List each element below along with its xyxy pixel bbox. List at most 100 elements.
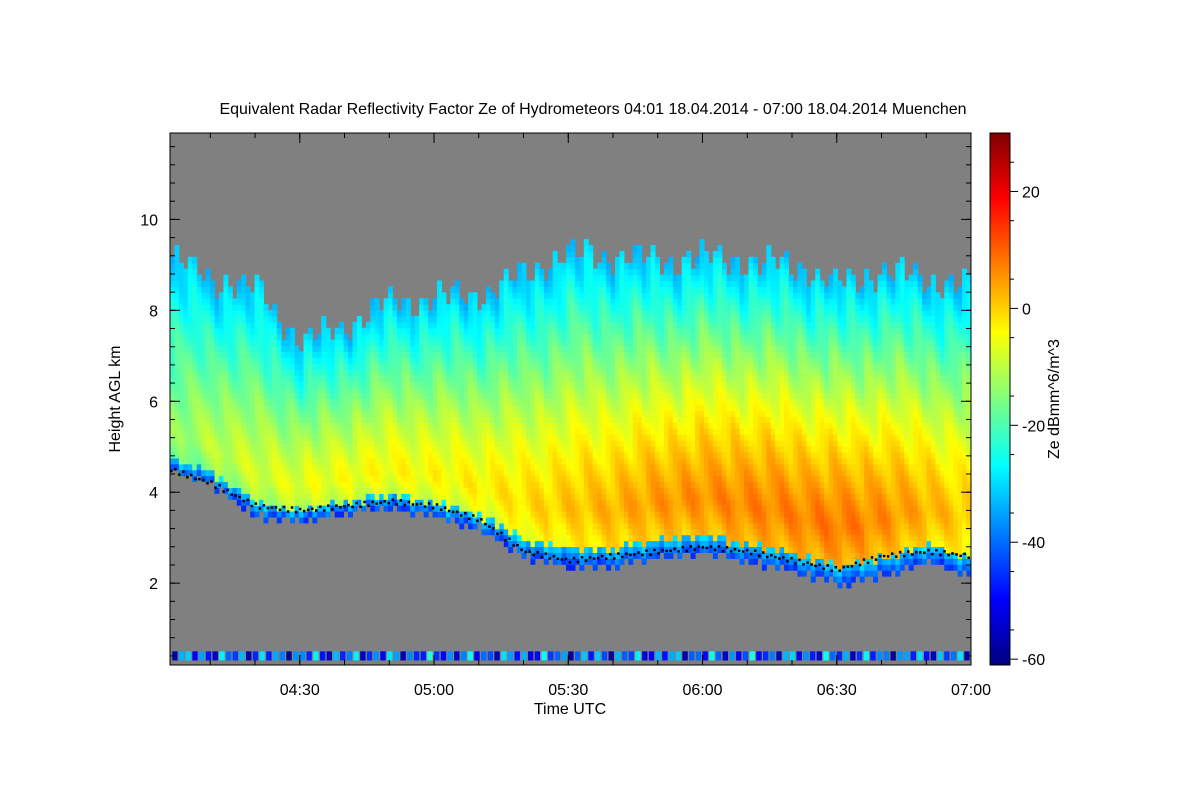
reflectivity-cell <box>294 469 300 477</box>
reflectivity-cell <box>481 434 487 441</box>
reflectivity-cell <box>245 375 251 382</box>
reflectivity-cell <box>570 369 576 376</box>
reflectivity-cell <box>477 375 482 382</box>
reflectivity-cell <box>205 280 211 287</box>
reflectivity-cell <box>690 516 696 524</box>
reflectivity-cell <box>606 292 612 299</box>
reflectivity-cell <box>668 416 674 423</box>
reflectivity-cell <box>437 339 442 347</box>
reflectivity-cell <box>196 392 202 400</box>
reflectivity-cell <box>695 481 701 488</box>
reflectivity-cell <box>450 345 456 353</box>
reflectivity-cell <box>183 333 189 341</box>
reflectivity-cell <box>285 369 291 376</box>
reflectivity-cell <box>205 404 211 412</box>
reflectivity-cell <box>566 262 571 270</box>
reflectivity-cell <box>339 398 345 406</box>
reflectivity-cell <box>303 428 309 435</box>
reflectivity-cell <box>663 451 669 459</box>
reflectivity-cell <box>650 339 656 347</box>
reflectivity-cell <box>659 434 665 441</box>
reflectivity-cell <box>477 392 482 400</box>
reflectivity-cell <box>615 511 620 518</box>
reflectivity-cell <box>704 357 709 364</box>
reflectivity-cell <box>615 333 620 341</box>
reflectivity-cell <box>245 493 251 500</box>
reflectivity-cell <box>170 428 175 435</box>
reflectivity-cell <box>245 292 251 299</box>
reflectivity-cell <box>526 463 531 471</box>
reflectivity-cell <box>285 445 291 453</box>
reflectivity-cell <box>499 292 505 299</box>
reflectivity-cell <box>352 487 358 494</box>
reflectivity-cell <box>646 327 652 335</box>
reflectivity-cell <box>330 416 336 423</box>
reflectivity-cell <box>263 386 269 394</box>
reflectivity-cell <box>517 451 523 459</box>
reflectivity-cell <box>579 511 585 518</box>
reflectivity-cell <box>227 345 233 353</box>
reflectivity-cell <box>655 333 660 341</box>
reflectivity-cell <box>632 274 638 282</box>
reflectivity-cell <box>690 345 696 353</box>
reflectivity-cell <box>365 440 371 447</box>
reflectivity-cell <box>543 380 549 388</box>
reflectivity-cell <box>632 546 638 553</box>
reflectivity-cell <box>641 505 647 512</box>
reflectivity-cell <box>454 392 460 400</box>
reflectivity-cell <box>557 499 563 506</box>
reflectivity-cell <box>543 511 549 518</box>
reflectivity-cell <box>330 451 336 459</box>
reflectivity-cell <box>330 469 336 477</box>
reflectivity-cell <box>365 398 371 406</box>
reflectivity-cell <box>646 487 652 494</box>
reflectivity-cell <box>628 440 634 447</box>
reflectivity-cell <box>650 493 656 500</box>
reflectivity-cell <box>178 327 184 335</box>
reflectivity-cell <box>632 540 638 548</box>
reflectivity-cell <box>405 487 411 494</box>
reflectivity-cell <box>374 369 380 376</box>
reflectivity-cell <box>583 404 589 412</box>
reflectivity-cell <box>210 451 215 459</box>
reflectivity-cell <box>561 540 567 548</box>
reflectivity-cell <box>623 540 629 548</box>
reflectivity-cell <box>601 534 607 542</box>
reflectivity-cell <box>214 434 220 441</box>
reflectivity-cell <box>615 315 620 323</box>
reflectivity-cell <box>410 511 416 518</box>
reflectivity-cell <box>401 493 407 500</box>
reflectivity-cell <box>210 363 215 370</box>
reflectivity-cell <box>290 351 296 358</box>
reflectivity-cell <box>557 457 563 465</box>
reflectivity-cell <box>365 469 371 477</box>
reflectivity-cell <box>485 475 491 483</box>
reflectivity-cell <box>392 369 398 376</box>
reflectivity-cell <box>441 398 447 406</box>
reflectivity-cell <box>517 493 523 500</box>
reflectivity-cell <box>646 268 652 276</box>
reflectivity-cell <box>557 298 563 305</box>
reflectivity-cell <box>259 327 264 335</box>
reflectivity-cell <box>588 481 594 488</box>
reflectivity-cell <box>472 398 478 406</box>
reflectivity-cell <box>183 375 189 382</box>
reflectivity-cell <box>534 469 540 477</box>
reflectivity-cell <box>223 280 229 287</box>
reflectivity-cell <box>241 339 247 347</box>
reflectivity-cell <box>312 357 318 364</box>
reflectivity-cell <box>574 363 580 370</box>
reflectivity-cell <box>170 392 175 400</box>
reflectivity-cell <box>388 416 393 423</box>
reflectivity-cell <box>579 487 585 494</box>
reflectivity-cell <box>557 392 563 400</box>
reflectivity-cell <box>641 540 647 548</box>
reflectivity-cell <box>205 274 211 282</box>
reflectivity-cell <box>196 345 202 353</box>
reflectivity-cell <box>494 451 500 459</box>
reflectivity-cell <box>646 404 652 412</box>
reflectivity-cell <box>695 351 701 358</box>
reflectivity-cell <box>521 351 527 358</box>
reflectivity-cell <box>574 404 580 412</box>
reflectivity-cell <box>170 286 175 293</box>
